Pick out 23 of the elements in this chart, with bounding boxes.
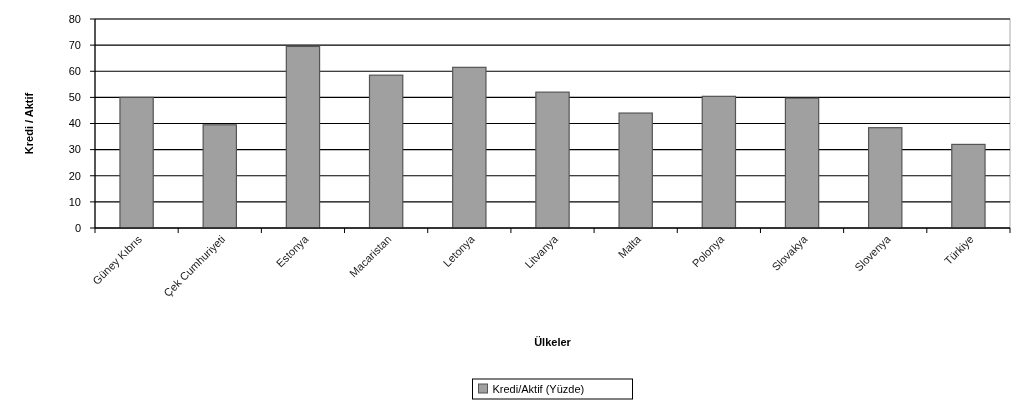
y-tick-label: 50 (68, 91, 81, 104)
bar (368, 74, 404, 229)
bar (867, 127, 903, 229)
bar (452, 66, 487, 229)
y-tick-label: 70 (68, 38, 81, 51)
bar (535, 91, 570, 229)
bar (285, 45, 321, 229)
x-axis-title: Ülkeler (534, 336, 572, 348)
y-tick-label: 10 (68, 195, 81, 208)
y-tick-label: 30 (68, 143, 81, 156)
legend-label: Kredi/Aktif (Yüzde) (492, 383, 585, 395)
y-axis-title: Kredi / Aktif (23, 92, 35, 155)
bar (951, 143, 986, 229)
bar (618, 112, 653, 229)
bar (784, 97, 820, 229)
bar (701, 95, 737, 229)
bar (119, 96, 154, 229)
y-tick-label: 80 (68, 12, 81, 25)
bar (202, 124, 238, 229)
y-tick-label: 0 (74, 221, 81, 234)
y-tick-label: 40 (68, 117, 81, 130)
y-tick-label: 20 (68, 169, 81, 182)
y-tick-label: 60 (68, 65, 81, 78)
